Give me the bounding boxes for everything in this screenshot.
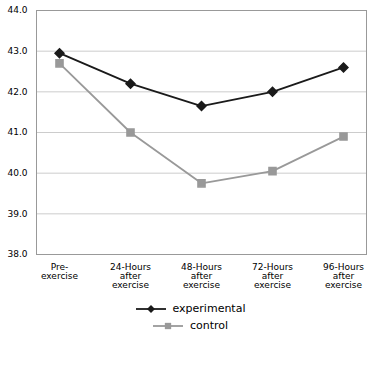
svg-text:42.0: 42.0 (7, 87, 27, 97)
svg-text:24-Hoursafterexercise: 24-Hoursafterexercise (110, 262, 151, 290)
svg-text:44.0: 44.0 (7, 5, 27, 15)
svg-text:48-Hoursafterexercise: 48-Hoursafterexercise (181, 262, 222, 290)
html-text:control: control (189, 319, 229, 332)
svg-text:43.0: 43.0 (7, 46, 27, 56)
svg-text:41.0: 41.0 (7, 127, 27, 137)
svg-text:Pre-exercise: Pre-exercise (41, 262, 79, 281)
svg-text:40.0: 40.0 (7, 168, 27, 178)
svg-text:96-Hoursafterexercise: 96-Hoursafterexercise (323, 262, 364, 290)
svg-text:39.0: 39.0 (7, 209, 27, 219)
svg-text:38.0: 38.0 (7, 249, 27, 259)
html-text:experimental: experimental (172, 302, 246, 315)
svg-text:72-Hoursafterexercise: 72-Hoursafterexercise (252, 262, 293, 290)
